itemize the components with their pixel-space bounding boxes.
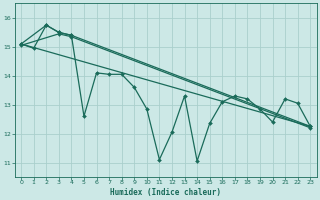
X-axis label: Humidex (Indice chaleur): Humidex (Indice chaleur) — [110, 188, 221, 197]
